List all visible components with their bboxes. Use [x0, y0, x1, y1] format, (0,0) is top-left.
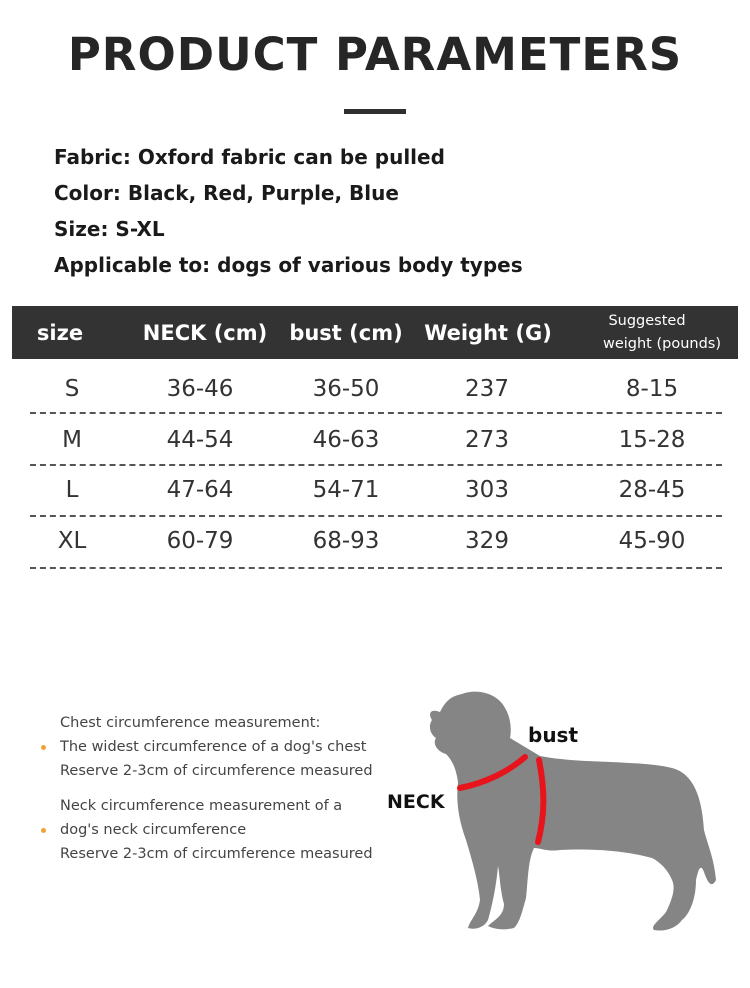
row-divider — [30, 463, 722, 466]
cell-neck: 36-46 — [166, 376, 234, 402]
cell-weight: 273 — [465, 426, 509, 453]
chest-note-title: Chest circumference measurement: — [60, 715, 321, 731]
header-size: size — [36, 320, 84, 345]
header-neck: NECK (cm) — [142, 320, 268, 345]
dog-silhouette-icon — [429, 691, 716, 931]
cell-neck: 44-54 — [166, 426, 234, 453]
neck-note-title: Neck circumference measurement of a — [60, 798, 343, 814]
cell-weight: 237 — [465, 376, 509, 402]
row-divider — [30, 412, 722, 414]
table-row: L 47-64 54-71 303 28-45 — [0, 477, 750, 507]
cell-suggested-weight: 28-45 — [618, 477, 686, 503]
header-bust: bust (cm) — [289, 320, 403, 345]
cell-neck: 60-79 — [166, 527, 234, 554]
neck-label: NECK — [387, 791, 446, 813]
cell-bust: 54-71 — [312, 477, 380, 503]
page-title: PRODUCT PARAMETERS — [67, 28, 683, 81]
cell-bust: 46-63 — [312, 426, 380, 453]
spec-color: Color: Black, Red, Purple, Blue — [54, 181, 399, 205]
cell-suggested-weight: 45-90 — [618, 527, 686, 554]
header-suggested-weight: Suggested weight (pounds) — [603, 306, 721, 359]
cell-size: S — [64, 376, 80, 402]
bullet-icon — [41, 745, 46, 750]
header-weight: Weight (G) — [424, 320, 552, 345]
spec-fabric: Fabric: Oxford fabric can be pulled — [54, 145, 445, 169]
cell-bust: 36-50 — [312, 376, 380, 402]
neck-note-line: dog's neck circumference — [60, 822, 247, 838]
size-table-header: size NECK (cm) bust (cm) Weight (G) Sugg… — [12, 306, 738, 359]
title-underline — [344, 109, 406, 114]
header-suggested-line1: Suggested — [608, 312, 686, 329]
neck-strap — [457, 754, 528, 791]
cell-size: M — [62, 426, 82, 453]
header-suggested-line2: weight (pounds) — [602, 335, 722, 352]
cell-bust: 68-93 — [312, 527, 380, 554]
chest-note-line: The widest circumference of a dog's ches… — [60, 739, 367, 755]
cell-suggested-weight: 15-28 — [618, 426, 686, 453]
spec-size: Size: S-XL — [54, 217, 165, 241]
table-row: S 36-46 36-50 237 8-15 — [0, 376, 750, 406]
cell-size: L — [65, 477, 79, 503]
table-row: M 44-54 46-63 273 15-28 — [0, 427, 750, 457]
row-divider — [30, 515, 722, 517]
table-row: XL 60-79 68-93 329 45-90 — [0, 528, 750, 558]
bust-label: bust — [528, 723, 578, 747]
row-divider — [30, 566, 722, 569]
cell-size: XL — [57, 527, 87, 554]
bullet-icon — [41, 828, 46, 833]
chest-note-reserve: Reserve 2-3cm of circumference measured — [60, 763, 373, 779]
cell-suggested-weight: 8-15 — [625, 376, 679, 402]
cell-neck: 47-64 — [166, 477, 234, 503]
bust-strap — [535, 757, 547, 845]
cell-weight: 303 — [465, 477, 509, 503]
cell-weight: 329 — [465, 527, 509, 554]
spec-applicable: Applicable to: dogs of various body type… — [54, 253, 523, 277]
neck-note-reserve: Reserve 2-3cm of circumference measured — [60, 846, 373, 862]
